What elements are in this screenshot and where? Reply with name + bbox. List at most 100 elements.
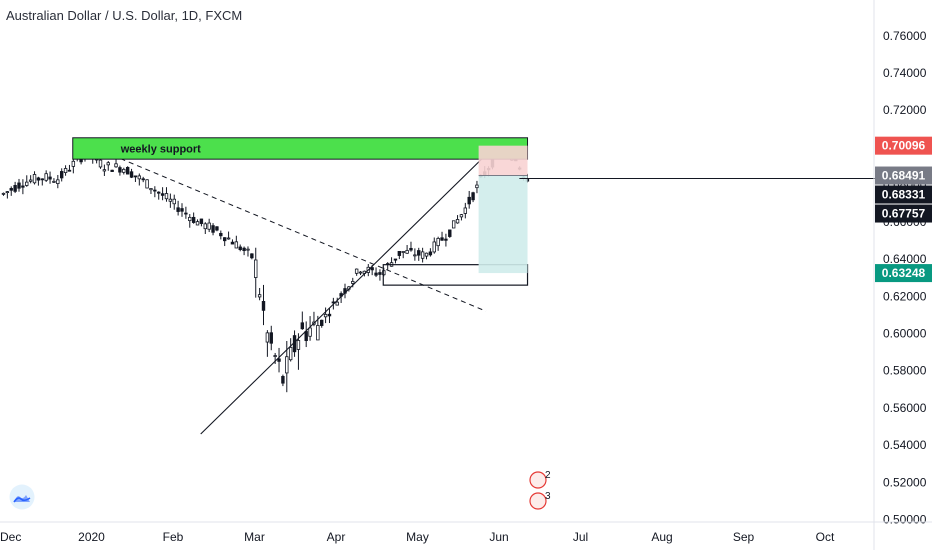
price-badge-label: 0.68331 (882, 188, 926, 202)
candle-body (133, 175, 138, 178)
candle-body (25, 181, 29, 186)
price-tick-label: 0.76000 (883, 29, 927, 43)
candle-body (191, 216, 196, 223)
candle-body (320, 319, 324, 326)
candle-body (285, 356, 289, 374)
candle-body (226, 237, 231, 240)
candle-body (459, 214, 464, 218)
plot-area[interactable]: weekly support 2 3 (1, 137, 932, 510)
demand-zone[interactable] (382, 264, 529, 286)
candle-body (405, 250, 409, 254)
candle-body (281, 376, 285, 384)
candle-body (106, 162, 110, 166)
price-tick-label: 0.56000 (883, 401, 927, 415)
stop-loss-area[interactable] (478, 145, 528, 176)
candle-body (475, 184, 479, 189)
candle-body (451, 220, 456, 229)
candle-body (308, 327, 312, 337)
candle-body (188, 216, 192, 222)
candle-body (444, 238, 448, 241)
price-axis[interactable]: 0.760000.740000.720000.700000.680000.660… (873, 0, 932, 550)
price-badge[interactable] (875, 204, 932, 223)
candle-body (467, 196, 471, 205)
candle-body (351, 281, 355, 284)
price-badge[interactable] (875, 185, 932, 204)
candle-body (141, 178, 145, 181)
candle-body (44, 173, 48, 181)
candle-body (5, 191, 10, 193)
price-badge-label: 0.70096 (882, 139, 926, 153)
candle-body (370, 267, 374, 271)
candle-body (21, 185, 25, 188)
candle-body (393, 258, 398, 261)
price-badge[interactable] (875, 136, 932, 155)
candle-body (335, 301, 339, 306)
candle-body (110, 169, 114, 172)
candle-body (102, 169, 107, 172)
candle-body (238, 246, 242, 251)
price-tick-label: 0.62000 (883, 289, 927, 303)
candle-body (436, 238, 440, 247)
time-axis[interactable]: Dec 2020 Feb Mar Apr May Jun Jul Aug Sep Oct (0, 521, 932, 544)
candle-body (168, 198, 173, 202)
candle-body (180, 208, 184, 212)
candle-body (300, 322, 305, 330)
economic-event-count: 3 (545, 491, 551, 502)
descending-trendline[interactable] (95, 147, 487, 312)
price-badge-label: 0.63248 (882, 266, 926, 280)
price-tick-label: 0.72000 (883, 103, 927, 117)
candle-body (215, 226, 219, 231)
price-badge-label: 0.67757 (882, 207, 926, 221)
economic-event-count: 2 (545, 470, 551, 481)
candle-body (63, 168, 68, 173)
economic-event-icon[interactable] (529, 492, 547, 510)
candle-body (153, 189, 157, 192)
candle-body (455, 219, 460, 224)
time-tick-label: Sep (733, 530, 755, 544)
candle-body (125, 166, 130, 175)
candle-body (118, 167, 122, 173)
candle-body (52, 180, 56, 183)
economic-event-icon[interactable] (529, 471, 547, 489)
candle-body (230, 241, 235, 245)
time-tick-label: May (406, 530, 429, 544)
candle-body (269, 332, 273, 344)
candle-body (207, 222, 211, 230)
candle-body (417, 250, 421, 256)
candle-body (149, 188, 153, 191)
candle-body (428, 251, 433, 256)
candles[interactable] (1, 141, 530, 393)
weekly-support-label: weekly support (120, 143, 201, 155)
candle-body (176, 207, 180, 212)
time-tick-label: Mar (244, 530, 265, 544)
candle-body (160, 193, 165, 196)
candle-body (323, 313, 328, 318)
candle-body (354, 268, 359, 274)
candle-body (463, 207, 468, 214)
candle-body (17, 182, 21, 189)
time-tick-label: Apr (327, 530, 346, 544)
price-badge[interactable] (875, 166, 932, 185)
ascending-trendline[interactable] (200, 154, 487, 435)
candle-body (409, 247, 413, 251)
candle-body (424, 252, 429, 257)
candle-body (358, 271, 363, 274)
candle-body (316, 325, 320, 341)
candle-body (327, 313, 332, 317)
price-tick-label: 0.52000 (883, 475, 927, 489)
take-profit-area[interactable] (478, 175, 528, 274)
candle-body (1, 192, 6, 195)
candle-body (137, 175, 142, 180)
time-tick-label: Feb (163, 530, 184, 544)
candle-body (432, 241, 436, 253)
candle-body (40, 178, 44, 181)
candle-body (9, 188, 13, 191)
candle-body (378, 272, 382, 275)
candle-body (420, 251, 425, 259)
candle-body (32, 174, 37, 184)
price-badge[interactable] (875, 264, 932, 283)
price-tick-label: 0.74000 (883, 66, 927, 80)
tradingview-logo-icon[interactable] (9, 484, 35, 510)
